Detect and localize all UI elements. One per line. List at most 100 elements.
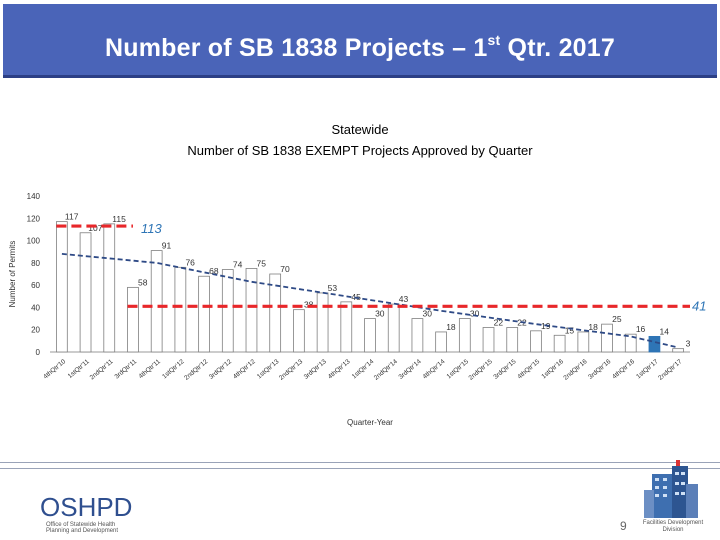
data-label: 30 [375,309,385,319]
y-tick-label: 40 [31,303,40,312]
y-tick-label: 100 [27,237,41,246]
y-tick-label: 140 [27,192,41,201]
x-tick-label: 2ndQtr'11 [89,358,115,382]
bar [293,309,305,353]
average-label-late: 41 [692,298,706,313]
chart-title: Statewide [331,122,389,137]
x-tick-label: 3rdQtr'13 [303,358,328,381]
bar [174,266,187,353]
slide-title: Number of SB 1838 Projects – 1st Qtr. 20… [3,32,717,63]
data-label: 74 [233,260,243,270]
division-label: Facilities Development Division [642,520,704,533]
slide-title-tail: Qtr. 2017 [500,34,615,62]
title-banner: Number of SB 1838 Projects – 1st Qtr. 20… [3,4,717,78]
footer-divider-2 [0,468,720,469]
bar [482,327,495,353]
data-label: 18 [588,322,598,332]
x-tick-label: 1stQtr'13 [256,358,281,380]
bar [79,232,92,353]
bar [506,327,519,353]
y-tick-label: 20 [31,326,40,335]
x-axis-label: Quarter-Year [347,418,393,427]
bar [624,333,637,353]
data-label: 117 [65,212,79,222]
x-tick-label: 4thQtr'15 [516,358,541,381]
data-label: 3 [686,339,691,349]
data-label: 115 [112,214,126,224]
bar [269,273,282,353]
logo-subtitle: Office of Statewide Health Planning and … [46,522,119,534]
bar [553,334,566,353]
bar [387,303,400,353]
x-tick-label: 1stQtr'11 [67,358,91,380]
bar [316,292,329,353]
y-tick-label: 60 [31,281,40,290]
bar [198,275,210,353]
x-tick-label: 1stQtr'15 [446,358,471,380]
data-label: 91 [162,241,172,251]
y-tick-label: 80 [31,259,40,268]
data-label: 25 [612,314,622,324]
data-label: 30 [422,309,432,319]
data-label: 68 [209,266,219,276]
bar [150,250,163,353]
bar [245,268,258,353]
bar [127,286,139,353]
page-number: 9 [620,519,627,533]
chart-canvas: 0 20 40 60 80 100 120 140 Number of Permits Quart… [8,192,706,427]
x-tick-label: 4thQtr'11 [137,358,162,380]
bar [577,331,590,353]
slide-title-main: Number of SB 1838 Projects – 1 [105,34,488,62]
bar [340,301,353,353]
x-tick-label: 3rdQtr'11 [114,358,139,381]
x-tick-label: 4thQtr'13 [327,358,352,381]
y-tick-label: 120 [27,214,41,223]
data-label: 38 [304,300,314,310]
bar [601,323,613,353]
x-tick-label: 2ndQtr'12 [183,358,210,382]
x-tick-label: 4thQtr'16 [611,358,636,381]
x-tick-label: 2ndQtr'14 [373,358,400,382]
bar [672,348,684,353]
bar [364,318,376,353]
x-tick-label: 4thQtr'10 [42,358,67,381]
data-label: 75 [257,258,267,268]
building-icon [644,460,698,518]
oshpd-logo: OSHPD Office of Statewide Health Plannin… [28,492,148,537]
data-label: 15 [565,325,575,335]
data-label: 107 [88,223,102,233]
bar [648,335,661,353]
bar [56,221,68,353]
x-tick-label: 4thQtr'12 [232,358,257,381]
x-tick-label: 1stQtr'14 [351,358,376,380]
x-tick-label: 1stQtr'17 [635,358,660,380]
y-tick-label: 0 [36,348,41,357]
data-label: 16 [636,324,646,334]
data-label: 70 [280,264,290,274]
data-label: 43 [399,294,409,304]
x-tick-label: 3rdQtr'15 [492,358,517,381]
x-tick-label: 2ndQtr'15 [468,358,495,382]
data-label: 53 [328,283,338,293]
data-label: 76 [185,257,195,267]
footer-divider [0,462,720,463]
bar [458,318,471,353]
x-tick-label: 3rdQtr'14 [398,358,423,381]
y-axis-label: Number of Permits [8,241,17,308]
bar [411,318,424,353]
x-tick-label: 3rdQtr'12 [208,358,233,381]
bar [221,269,234,353]
bar [435,331,447,353]
average-label-early: 113 [141,221,162,236]
data-label: 45 [351,292,361,302]
data-label: 58 [138,277,148,287]
x-tick-label: 1stQtr'12 [161,358,186,380]
x-tick-label: 2ndQtr'13 [278,358,305,382]
x-tick-label: 4thQtr'14 [422,358,447,381]
title-banner-border [3,4,717,78]
chart-subtitle: Number of SB 1838 EXEMPT Projects Approv… [187,143,533,158]
x-tick-label: 2ndQtr'16 [562,358,589,382]
bar [530,330,542,353]
logo-name: OSHPD [40,492,133,522]
x-tick-label: 2ndQtr'17 [657,358,684,382]
